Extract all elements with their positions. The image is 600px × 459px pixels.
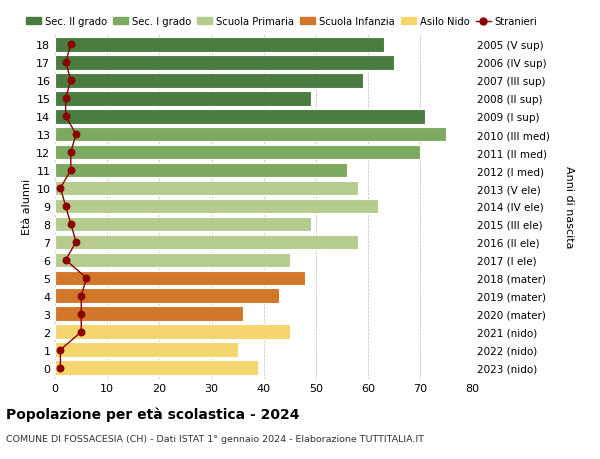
- Bar: [55, 307, 243, 321]
- Point: [82, 274, 91, 282]
- Point: [71, 131, 81, 139]
- Point: [76, 310, 86, 318]
- Bar: [55, 217, 311, 232]
- Point: [66, 41, 76, 49]
- Point: [61, 113, 70, 121]
- Y-axis label: Anni di nascita: Anni di nascita: [564, 165, 574, 248]
- Bar: [55, 56, 394, 71]
- Point: [76, 292, 86, 300]
- Bar: [55, 74, 363, 89]
- Point: [61, 95, 70, 103]
- Bar: [55, 146, 420, 160]
- Text: COMUNE DI FOSSACESIA (CH) - Dati ISTAT 1° gennaio 2024 - Elaborazione TUTTITALIA: COMUNE DI FOSSACESIA (CH) - Dati ISTAT 1…: [6, 434, 424, 443]
- Point: [66, 221, 76, 228]
- Point: [66, 149, 76, 157]
- Bar: [55, 199, 379, 214]
- Bar: [55, 181, 358, 196]
- Bar: [55, 253, 290, 268]
- Point: [56, 346, 65, 353]
- Point: [66, 78, 76, 85]
- Text: Popolazione per età scolastica - 2024: Popolazione per età scolastica - 2024: [6, 406, 299, 421]
- Bar: [55, 110, 425, 124]
- Y-axis label: Età alunni: Età alunni: [22, 179, 32, 235]
- Point: [56, 185, 65, 192]
- Point: [71, 239, 81, 246]
- Bar: [55, 271, 305, 285]
- Bar: [55, 92, 311, 106]
- Point: [61, 59, 70, 67]
- Bar: [55, 342, 238, 358]
- Bar: [55, 325, 290, 339]
- Point: [61, 257, 70, 264]
- Point: [66, 167, 76, 174]
- Point: [61, 203, 70, 210]
- Bar: [55, 235, 358, 250]
- Bar: [55, 361, 259, 375]
- Legend: Sec. II grado, Sec. I grado, Scuola Primaria, Scuola Infanzia, Asilo Nido, Stran: Sec. II grado, Sec. I grado, Scuola Prim…: [22, 13, 541, 31]
- Point: [56, 364, 65, 372]
- Bar: [55, 38, 383, 52]
- Bar: [55, 128, 446, 142]
- Bar: [55, 289, 280, 303]
- Point: [76, 328, 86, 336]
- Bar: [55, 163, 347, 178]
